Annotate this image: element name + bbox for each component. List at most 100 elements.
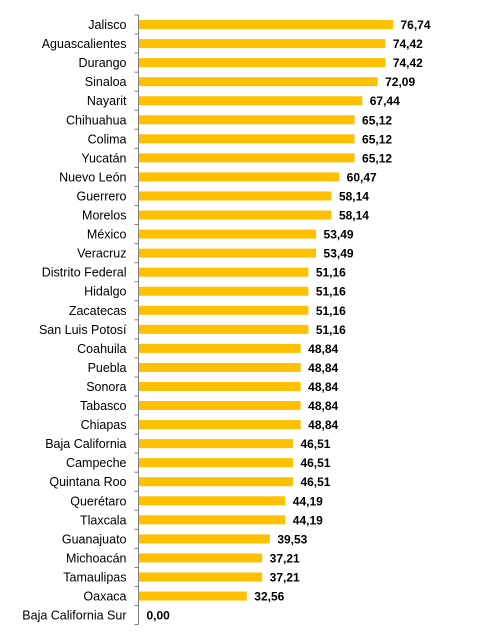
bar [139,77,378,87]
bar [139,153,355,163]
category-label: Distrito Federal [42,266,127,280]
bar [139,515,286,525]
value-label: 74,42 [393,37,423,51]
category-label: Guanajuato [62,532,127,546]
bars-group [139,20,394,601]
category-label: Campeche [66,456,126,470]
bar [139,496,286,506]
bar [139,286,309,296]
category-label: Quintana Roo [49,475,126,489]
value-label: 51,16 [316,266,346,280]
value-label: 46,51 [300,437,330,451]
bar [139,381,301,391]
value-label: 37,21 [270,570,300,584]
category-label: Michoacán [66,551,126,565]
bar [139,96,363,106]
bar [139,572,263,582]
bar [139,58,386,68]
category-label: Jalisco [88,18,126,32]
bar [139,20,394,30]
category-label: Nuevo León [59,170,126,184]
bar [139,248,317,258]
bar [139,210,332,220]
value-label: 53,49 [324,247,354,261]
category-label: Veracruz [77,247,126,261]
category-label: Sonora [86,380,126,394]
value-label: 46,51 [300,456,330,470]
value-label: 0,00 [147,609,171,623]
category-label: Querétaro [70,494,126,508]
bar [139,39,386,49]
category-label: Chiapas [81,418,127,432]
category-label: Durango [79,56,127,70]
category-label: Tamaulipas [63,570,126,584]
category-label: San Luis Potosí [39,323,127,337]
value-label: 48,84 [308,418,338,432]
category-label: Tlaxcala [80,513,127,527]
value-label: 44,19 [293,513,323,527]
value-label: 65,12 [362,113,392,127]
value-label: 37,21 [270,551,300,565]
bar [139,401,301,411]
bar [139,420,301,430]
value-labels: 76,74 74,42 74,42 72,09 67,44 65,12 65,12 65,12… [147,18,431,623]
bar [139,134,355,144]
category-labels: Jalisco Aguascalientes Durango Sinaloa Nayar… [22,18,127,623]
bar [139,591,247,601]
category-label: Yucatán [81,151,126,165]
value-label: 39,53 [277,532,307,546]
value-label: 48,84 [308,380,338,394]
category-label: Tabasco [80,399,127,413]
bar [139,115,355,125]
value-label: 44,19 [293,494,323,508]
value-label: 51,16 [316,304,346,318]
category-label: Zacatecas [69,304,127,318]
category-label: Nayarit [87,94,127,108]
bar [139,324,309,334]
bar [139,229,317,239]
value-label: 65,12 [362,132,392,146]
category-label: Guerrero [76,189,126,203]
category-label: Chihuahua [66,113,127,127]
value-label: 58,14 [339,209,369,223]
value-label: 46,51 [300,475,330,489]
value-label: 74,42 [393,56,423,70]
value-label: 48,84 [308,399,338,413]
category-label: Aguascalientes [42,37,127,51]
category-label: Puebla [88,361,127,375]
category-label: Baja California [45,437,126,451]
value-label: 48,84 [308,342,338,356]
bar [139,343,301,353]
value-label: 58,14 [339,189,369,203]
bar [139,305,309,315]
category-label: Baja California Sur [22,609,126,623]
category-label: Coahuila [77,342,126,356]
bar [139,534,270,544]
bar [139,267,309,277]
bar [139,477,293,487]
bar [139,439,293,449]
value-label: 48,84 [308,361,338,375]
category-label: México [87,228,127,242]
bar [139,553,263,563]
value-label: 51,16 [316,323,346,337]
bar [139,191,332,201]
value-label: 76,74 [401,18,431,32]
category-label: Oaxaca [83,590,126,604]
bar [139,172,340,182]
y-axis-ticks [134,14,139,626]
value-label: 32,56 [254,590,284,604]
value-label: 51,16 [316,285,346,299]
bar [139,458,293,468]
value-label: 53,49 [324,228,354,242]
value-label: 65,12 [362,151,392,165]
value-label: 60,47 [347,170,377,184]
category-label: Colima [88,132,127,146]
value-label: 72,09 [385,75,415,89]
value-label: 67,44 [370,94,400,108]
category-label: Morelos [82,209,126,223]
bar [139,362,301,372]
category-label: Sinaloa [85,75,127,89]
category-label: Hidalgo [84,285,126,299]
